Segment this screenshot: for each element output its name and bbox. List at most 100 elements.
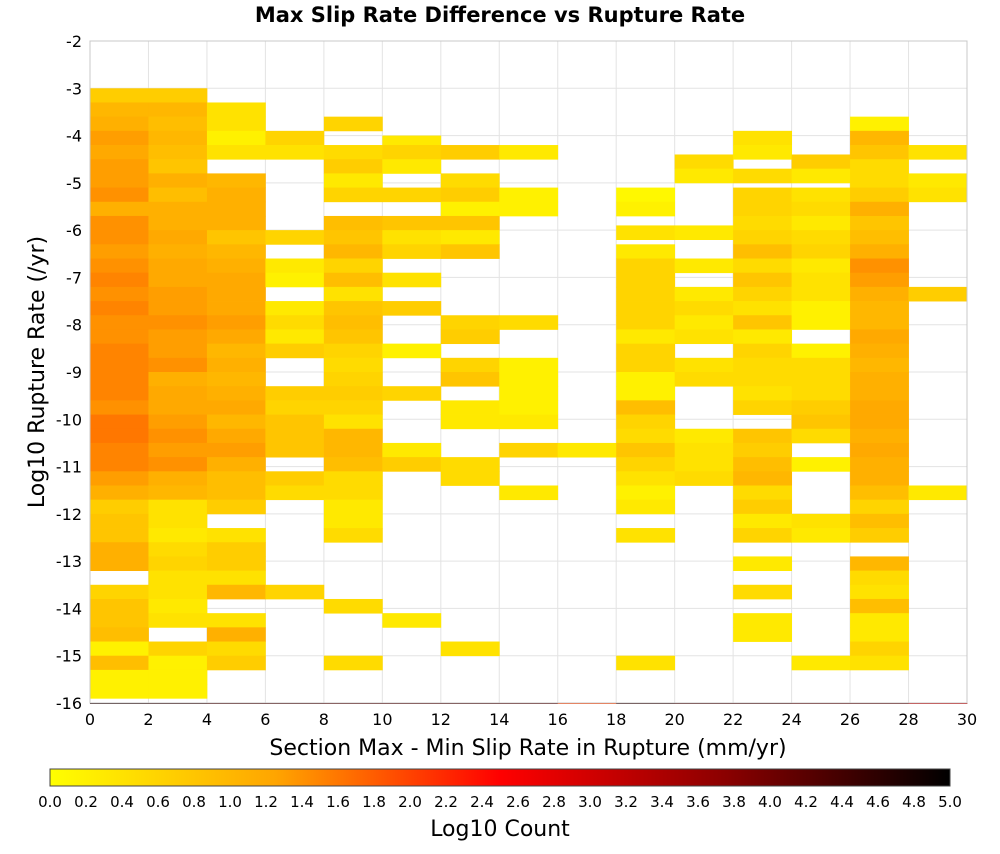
heatmap-cell [791,513,851,529]
colorbar-label: Log10 Count [430,817,570,842]
heatmap-cell [265,145,325,160]
heatmap-cell [90,627,149,642]
heatmap-cell [791,386,851,401]
heatmap-cells [90,88,968,704]
heatmap-cell [206,584,266,600]
heatmap-cell [382,215,442,231]
heatmap-cell [674,442,734,458]
y-tick-label: -8 [66,316,82,335]
heatmap-cell [733,168,792,184]
x-tick-label: 6 [260,710,270,729]
heatmap-cell [440,641,500,657]
x-tick-label: 14 [489,710,509,729]
heatmap-cell [323,528,383,543]
heatmap-cell [148,244,208,259]
heatmap-cell [148,315,208,330]
heatmap-cell [382,244,442,259]
heatmap-cell [265,301,325,316]
colorbar-ticks: 0.0 0.2 0.4 0.6 0.8 1.0 1.2 1.4 1.6 1.8 2.0 2.2 2.4 2… [38,793,962,811]
heatmap-cell [850,173,909,188]
heatmap-cell [733,584,792,600]
heatmap-cell [791,286,851,302]
heatmap-cell [791,301,851,316]
heatmap-cell [440,187,500,203]
heatmap-cell [850,528,909,543]
heatmap-cell [850,655,909,671]
heatmap-cell [850,499,909,515]
heatmap-cell [850,201,909,217]
heatmap-cell [148,187,208,203]
heatmap-cell [616,499,676,515]
y-tick-label: -11 [56,458,82,477]
heatmap-cell [90,102,149,118]
heatmap-cell [850,116,909,132]
heatmap-cell [90,187,149,203]
colorbar-tick-label: 4.6 [866,793,890,811]
colorbar-tick-label: 0.8 [182,793,206,811]
heatmap-cell [674,372,734,387]
heatmap-cell [791,528,851,543]
heatmap-cell [148,556,208,571]
heatmap-cell [323,428,383,444]
heatmap-cell [733,372,792,387]
heatmap-cell [557,442,617,458]
heatmap-cell [206,570,266,586]
heatmap-cell [148,669,208,685]
heatmap-cell [733,627,792,642]
heatmap-cell [791,655,851,671]
heatmap-cell [206,414,266,430]
colorbar-tick-label: 2.0 [398,793,422,811]
heatmap-cell [733,499,792,515]
heatmap-cell [206,556,266,571]
heatmap-cell [674,225,734,240]
heatmap-cell [206,102,266,118]
heatmap-cell [382,613,442,628]
heatmap-cell [148,357,208,373]
heatmap-cell [148,400,208,415]
x-tick-label: 22 [723,710,743,729]
heatmap-cell [90,584,149,600]
heatmap-cell [90,201,149,217]
heatmap-cell [616,400,676,415]
heatmap-cell [265,315,325,330]
x-tick-label: 4 [202,710,212,729]
colorbar-tick-label: 2.8 [542,793,566,811]
heatmap-cell [733,301,792,316]
heatmap-cell [265,258,325,274]
heatmap-cell [791,428,851,444]
heatmap-cell [206,471,266,486]
heatmap-cell [616,471,676,486]
heatmap-cell [440,244,500,259]
colorbar-tick-label: 4.4 [830,793,854,811]
x-tick-label: 18 [606,710,626,729]
heatmap-cell [90,684,149,699]
heatmap-cell [850,187,909,203]
heatmap-cell [206,386,266,401]
heatmap-cell [791,272,851,288]
heatmap-cell [90,542,149,557]
heatmap-cell [791,457,851,472]
heatmap-cell [733,244,792,259]
colorbar [49,768,951,787]
heatmap-cell [616,357,676,373]
chart-title: Max Slip Rate Difference vs Rupture Rate [255,3,745,27]
heatmap-cell [148,372,208,387]
heatmap-cell [850,513,909,529]
heatmap-cell [206,442,266,458]
colorbar-tick-label: 0.0 [38,793,62,811]
heatmap-cell [733,556,792,571]
heatmap-cell [206,215,266,231]
heatmap-cell [148,272,208,288]
heatmap-cell [674,457,734,472]
heatmap-cell [791,357,851,373]
heatmap-cell [440,357,500,373]
heatmap-cell [206,329,266,345]
heatmap-cell [382,187,442,203]
heatmap-cell [616,301,676,316]
heatmap-cell [616,442,676,458]
heatmap-cell [206,258,266,274]
heatmap-cell [850,584,909,600]
heatmap-cell [323,457,383,472]
heatmap-cell [674,154,734,170]
heatmap-cell [90,301,149,316]
